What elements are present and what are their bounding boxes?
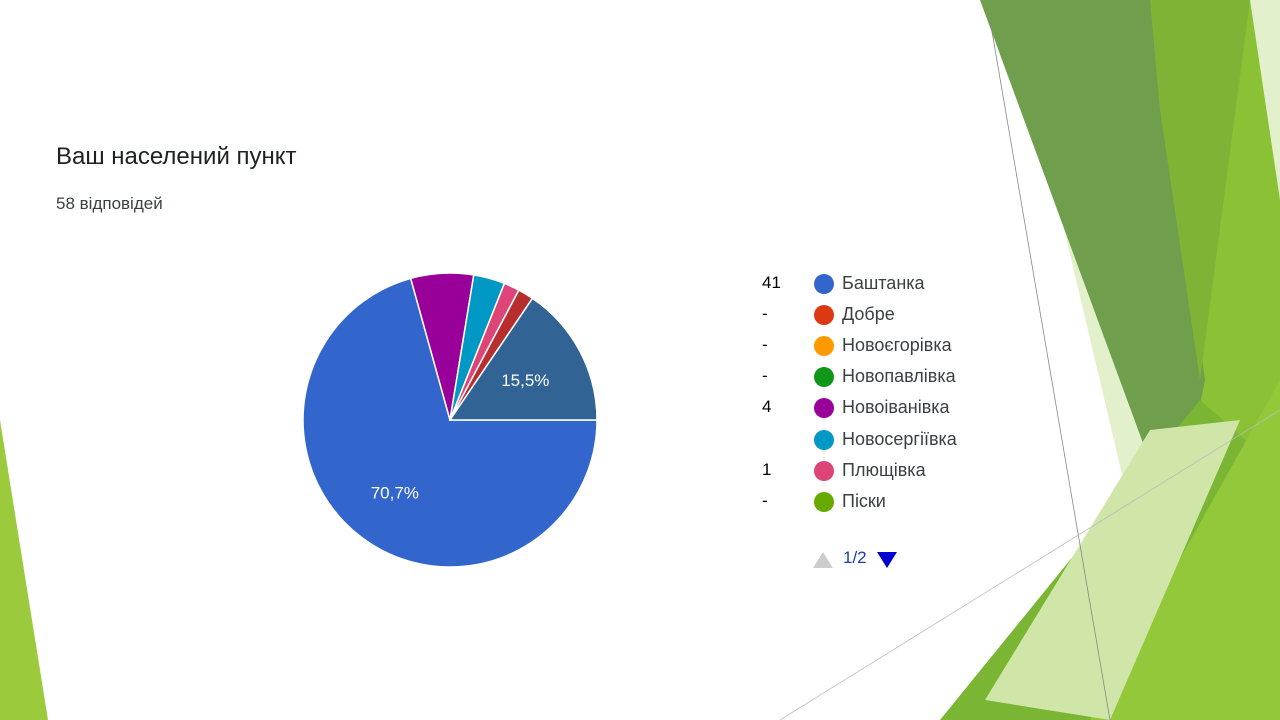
legend-label: Новопавлівка bbox=[842, 366, 956, 386]
legend-item[interactable]: 4 Новоіванівка bbox=[762, 394, 982, 422]
pie-chart: 70,7% 15,5% bbox=[302, 272, 598, 568]
legend-color-dot bbox=[814, 367, 834, 387]
legend-item[interactable]: - Піски bbox=[762, 488, 982, 516]
legend-color-dot bbox=[814, 461, 834, 481]
bottom-pale-triangle bbox=[985, 420, 1240, 720]
legend-label: Новоіванівка bbox=[842, 397, 950, 417]
mid-green-facet bbox=[1150, 0, 1250, 380]
legend-count: - bbox=[762, 335, 768, 354]
legend-color-dot bbox=[814, 398, 834, 418]
legend-item[interactable]: - Новоєгорівка bbox=[762, 332, 982, 360]
legend-color-dot bbox=[814, 430, 834, 450]
legend-count: - bbox=[762, 304, 768, 323]
dark-green-facet bbox=[980, 0, 1205, 530]
legend-color-dot bbox=[814, 492, 834, 512]
pie-slice[interactable] bbox=[448, 297, 598, 421]
legend-count: 41 bbox=[762, 273, 781, 292]
triangle-down-icon[interactable] bbox=[876, 550, 898, 570]
legend-label: Плющівка bbox=[842, 460, 926, 480]
triangle-up-icon[interactable] bbox=[812, 550, 834, 570]
legend-item[interactable]: - Добре bbox=[762, 301, 982, 329]
legend-count: - bbox=[762, 491, 768, 510]
legend-item[interactable]: 41 Баштанка bbox=[762, 270, 982, 298]
thin-line-1 bbox=[989, 19, 1111, 720]
legend-label: Новосергіївка bbox=[842, 429, 957, 449]
legend-item[interactable]: 1 Плющівка bbox=[762, 457, 982, 485]
legend-color-dot bbox=[814, 305, 834, 325]
legend-item[interactable]: Новосергіївка bbox=[762, 426, 982, 454]
response-count: 58 відповідей bbox=[56, 194, 163, 213]
legend-count: 1 bbox=[762, 460, 772, 479]
legend-count: 4 bbox=[762, 397, 772, 416]
slice-percent-label: 15,5% bbox=[501, 371, 549, 390]
legend-label: Баштанка bbox=[842, 273, 925, 293]
legend-pager: 1/2 bbox=[812, 546, 922, 572]
pie-slice[interactable] bbox=[302, 277, 598, 568]
legend-label: Новоєгорівка bbox=[842, 335, 952, 355]
thin-line-2 bbox=[779, 409, 1280, 720]
legend-label: Добре bbox=[842, 304, 895, 324]
legend-color-dot bbox=[814, 336, 834, 356]
legend-count: - bbox=[762, 366, 768, 385]
legend-item[interactable]: - Новопавлівка bbox=[762, 363, 982, 391]
slice-percent-label: 70,7% bbox=[371, 484, 419, 503]
chart-title: Ваш населений пункт bbox=[56, 143, 297, 170]
legend-color-dot bbox=[814, 274, 834, 294]
legend-label: Піски bbox=[842, 491, 886, 511]
pager-page-indicator: 1/2 bbox=[843, 548, 867, 567]
left-green-strip bbox=[0, 420, 48, 720]
